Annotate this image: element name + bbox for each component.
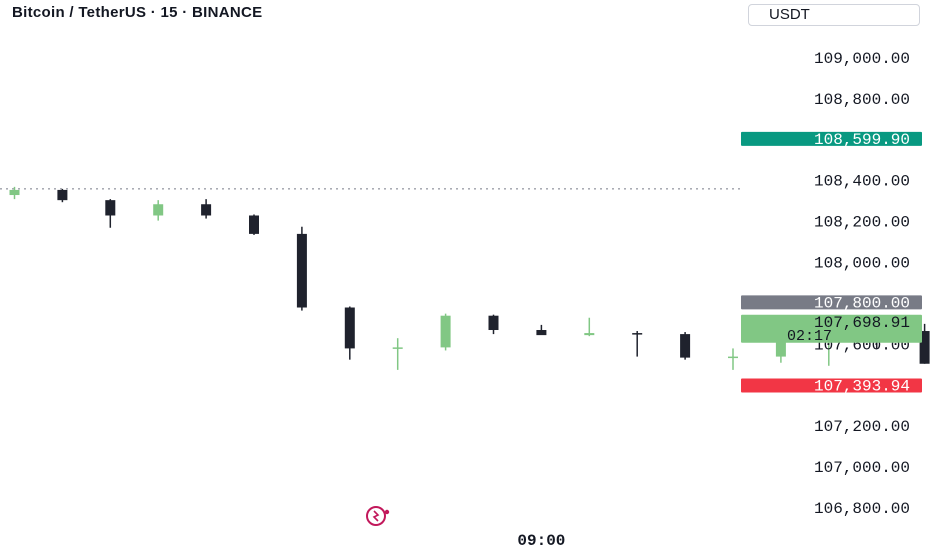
take-profit-label: 108,599.90 [741,131,922,149]
entry-label: 107,800.00 [741,294,922,312]
candle-body [728,356,738,359]
candle-body [105,200,116,216]
x-tick-label: 09:00 [517,532,565,550]
candle-body [680,334,691,358]
candle-body [440,315,451,348]
candle-body [9,189,20,196]
candle[interactable] [584,317,595,337]
countdown-text: 02:17 [787,328,832,345]
candle-body [392,347,403,349]
candle-body [153,204,164,216]
current-price-text: 107,698.91 [814,314,910,332]
y-tick-label: 108,000.00 [814,255,910,273]
candle-body [249,215,259,234]
stop-loss-label: 107,393.94 [741,377,922,395]
candle-body [536,330,547,336]
candle[interactable] [105,199,116,228]
candle-body [296,233,307,308]
candle[interactable] [296,226,307,311]
candle[interactable] [680,332,691,360]
take-profit-label-bg [741,131,922,146]
current-price-bg [741,314,922,343]
currency-selector[interactable]: USDT [748,4,920,26]
candle[interactable] [249,214,259,235]
candle[interactable] [392,338,403,370]
candle[interactable] [9,186,20,200]
y-tick-label: 108,800.00 [814,91,910,109]
candle-body [57,189,68,201]
candle-body [919,331,930,364]
candle-body [344,307,355,349]
y-tick-label: 107,200.00 [814,418,910,436]
entry-label-bg [741,295,922,310]
candle[interactable] [57,188,68,203]
candle[interactable] [919,323,930,364]
candle[interactable] [488,314,499,335]
candle[interactable] [536,324,547,336]
candle-body [201,204,212,216]
candle[interactable] [153,200,164,221]
take-profit-label-text: 108,599.90 [814,131,910,149]
candle[interactable] [344,306,355,360]
stop-loss-label-bg [741,378,922,393]
candle[interactable] [728,348,738,370]
entry-label-text: 107,800.00 [814,294,910,312]
tradingview-logo-icon[interactable] [366,506,390,526]
candle[interactable] [632,331,643,357]
stop-loss-label-text: 107,393.94 [814,377,910,395]
y-tick-label: 106,800.00 [814,500,910,518]
candle[interactable] [201,199,212,219]
y-tick-label: 107,000.00 [814,459,910,477]
y-tick-label: 109,000.00 [814,50,910,68]
candle-body [488,315,499,331]
candle[interactable] [440,313,451,351]
candle-body [632,333,643,335]
candle-body [584,333,595,336]
chart-title: Bitcoin / TetherUS · 15 · BINANCE [12,4,263,21]
y-tick-label: 108,200.00 [814,214,910,232]
y-tick-label: 108,400.00 [814,173,910,191]
